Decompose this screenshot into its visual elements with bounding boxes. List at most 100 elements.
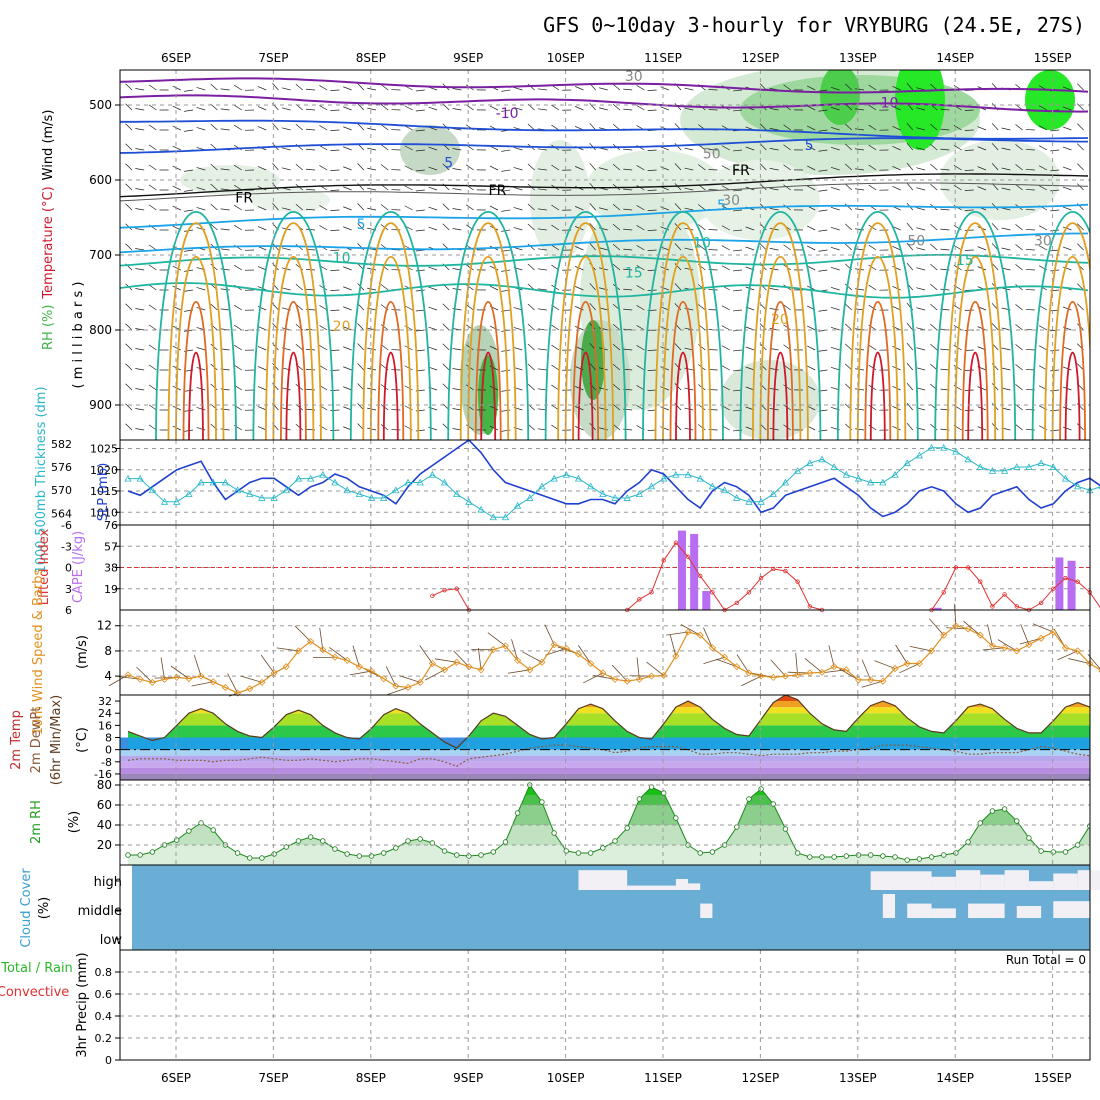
- lifted-point: [637, 597, 642, 602]
- diurnal-loop: [265, 222, 322, 440]
- wind-barb: [513, 247, 523, 251]
- wind-barb: [234, 324, 242, 331]
- wind-barb: [930, 123, 938, 131]
- diurnal-loop: [642, 211, 724, 440]
- wind-barb: [415, 289, 425, 292]
- wind-barb: [184, 129, 194, 132]
- wind-barb: [769, 148, 779, 151]
- thickness-point: [660, 474, 668, 482]
- surface-wind-barb: [511, 639, 518, 661]
- rh-shade-6: [1025, 70, 1075, 130]
- wind-barb: [575, 306, 584, 311]
- wind-barb: [135, 428, 145, 431]
- wind-barb: [674, 163, 682, 171]
- wind-barb: [684, 307, 694, 311]
- wind-speed-point: [964, 625, 972, 633]
- cape-bar-1: [690, 533, 699, 610]
- high-cloud-3: [688, 883, 701, 890]
- temp-unit: (°C): [75, 727, 90, 753]
- wind-barb: [1025, 169, 1035, 171]
- wind-barb: [1025, 249, 1035, 251]
- thickness-point: [246, 490, 254, 497]
- wind-barb: [806, 105, 816, 111]
- wind-speed-point: [124, 671, 132, 679]
- surface-wind-barb: [987, 624, 993, 646]
- wind-barb: [1077, 83, 1084, 91]
- wind-barb: [125, 243, 133, 251]
- wind-barb: [135, 268, 145, 271]
- wind-barb: [367, 87, 377, 91]
- rh-point: [916, 856, 923, 862]
- rh-point: [636, 796, 643, 802]
- wind-barb: [220, 248, 230, 251]
- wind-barb: [830, 207, 840, 211]
- wind-barb: [452, 368, 462, 371]
- wind-barb: [769, 368, 779, 371]
- surface-wind-barb: [276, 647, 299, 652]
- wind-barb: [647, 229, 657, 231]
- wind-barb: [991, 323, 999, 331]
- wind-barb: [184, 249, 194, 252]
- wind-barb: [343, 306, 352, 311]
- wind-barb: [733, 369, 743, 372]
- surface-wind-barb: [666, 631, 689, 636]
- wind-barb: [452, 168, 462, 171]
- surface-wind-barb: [424, 669, 445, 681]
- surface-wind-barb: [611, 664, 628, 682]
- temp-contour-8: [120, 253, 1089, 267]
- wind-speed-point: [733, 663, 741, 671]
- thickness-point: [185, 490, 193, 497]
- top-day-label-12SEP: 12SEP: [742, 51, 780, 65]
- middle-cloud-2: [907, 903, 932, 918]
- lifted-point: [1075, 579, 1080, 584]
- wind-barb: [674, 143, 682, 151]
- thickness-point: [1073, 482, 1082, 490]
- wind-barb: [892, 145, 901, 151]
- top-day-label-14SEP: 14SEP: [936, 51, 974, 65]
- wind-barb: [684, 167, 694, 171]
- rh-point: [137, 852, 143, 858]
- dewpt-ylabel: 2m DewPt: [29, 707, 44, 774]
- wind-barb: [220, 188, 230, 191]
- wind-barb: [1001, 247, 1011, 251]
- rh-point: [746, 796, 752, 802]
- temp-contour-0: [120, 77, 1089, 94]
- wind-barb: [964, 189, 974, 191]
- wind-barb: [1077, 363, 1084, 371]
- rh-point: [587, 850, 594, 856]
- contour-label-14: FR: [732, 163, 750, 179]
- wind-barb: [1062, 346, 1072, 351]
- wind-barb: [125, 163, 133, 171]
- thickness-ylabel: 1000-500mb Thickness (dm): [34, 386, 49, 573]
- wind-barb: [257, 106, 267, 111]
- rh-point: [1026, 835, 1032, 841]
- wind-barb: [281, 127, 291, 131]
- wind-barb: [210, 123, 218, 131]
- wind-speed-point: [1074, 647, 1082, 655]
- wind-barb: [527, 423, 535, 431]
- rh-point: [454, 852, 460, 858]
- wind-barb: [135, 388, 145, 391]
- wind-barb: [1001, 387, 1011, 391]
- wind-barb: [759, 183, 767, 191]
- wind-barb: [806, 245, 816, 251]
- wind-barb: [357, 163, 365, 171]
- wind-barb: [537, 108, 547, 111]
- wind-barb: [977, 326, 987, 331]
- wind-barb: [1025, 129, 1035, 131]
- lifted-tick-3: -3: [61, 540, 72, 553]
- wind-barb: [733, 149, 743, 152]
- wind-barb: [234, 344, 242, 351]
- diurnal-loop: [175, 255, 217, 440]
- wind-barb: [733, 109, 743, 112]
- middle-cloud-5: [1016, 906, 1042, 918]
- rh-shade-17: [720, 360, 820, 440]
- rh-unit: (%): [67, 811, 82, 834]
- wind-speed-point: [160, 675, 169, 683]
- wind-barb: [148, 104, 157, 111]
- wind-barb: [806, 185, 816, 191]
- cape-tick-57: 57: [104, 540, 118, 553]
- wind-barb: [930, 163, 938, 171]
- wind-barb: [452, 188, 462, 191]
